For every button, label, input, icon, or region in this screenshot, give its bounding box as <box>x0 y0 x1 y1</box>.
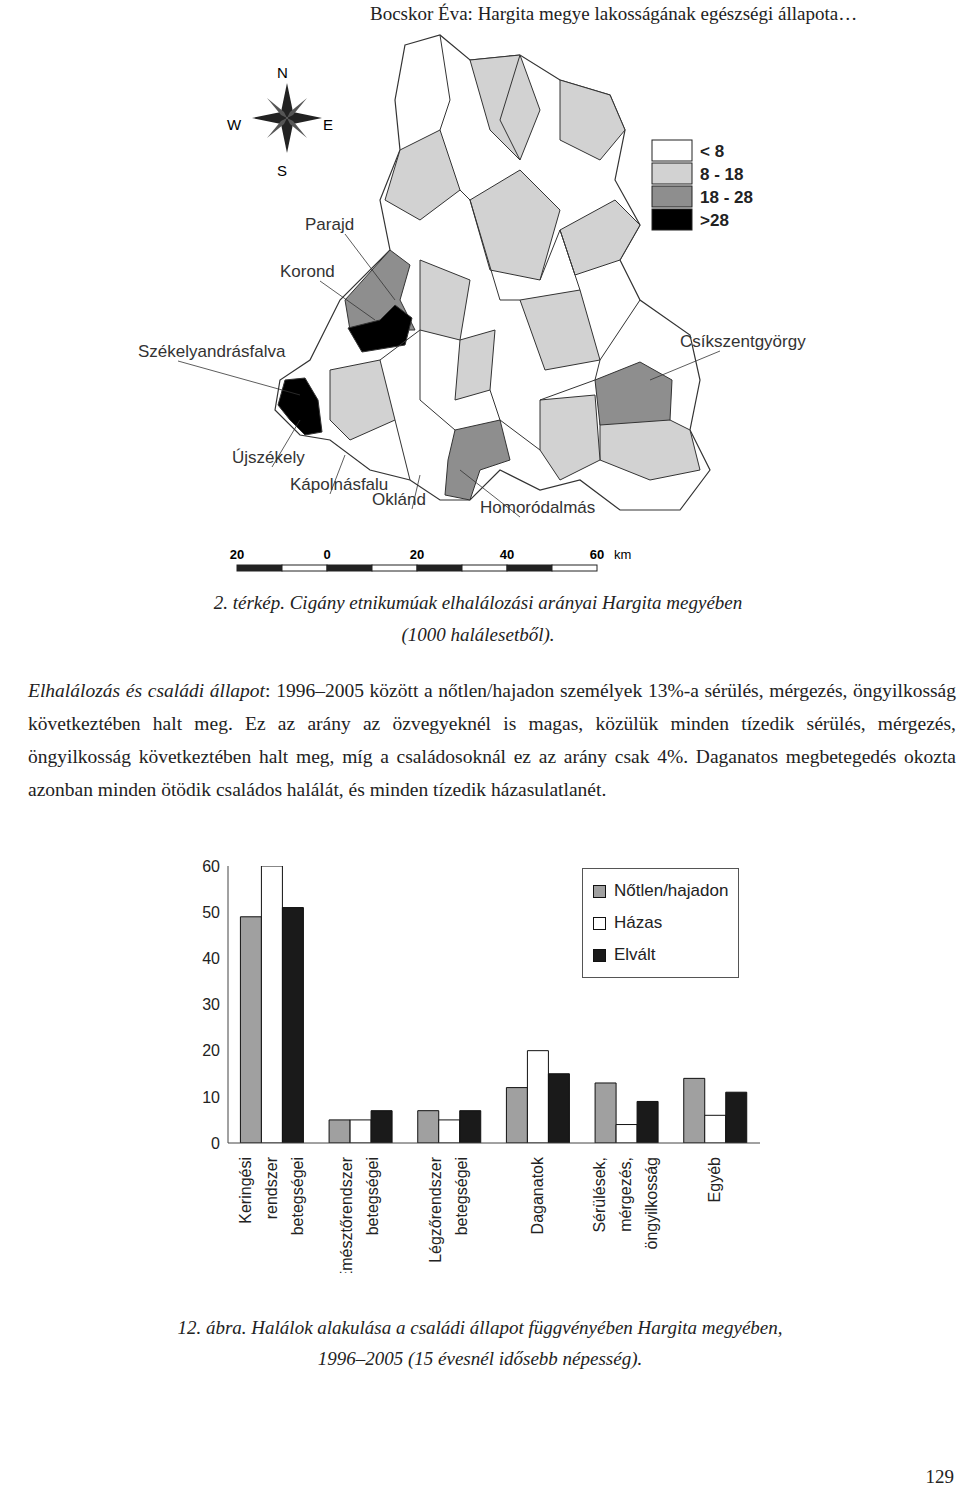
svg-text:öngyilkosság: öngyilkosság <box>643 1157 660 1250</box>
svg-text:0: 0 <box>211 1135 220 1152</box>
svg-text:Daganatok: Daganatok <box>529 1156 546 1234</box>
html-text:1996–2005 (15 évesnél idősebb: 1996–2005 (15 évesnél idősebb népesség). <box>317 1348 643 1369</box>
svg-text:N: N <box>277 64 288 81</box>
svg-text:Emésztőrendszer: Emésztőrendszer <box>338 1156 355 1273</box>
svg-text:Keringési: Keringési <box>237 1157 254 1224</box>
html-text:Házas: Házas <box>614 913 663 932</box>
svg-text:Sérülések,: Sérülések, <box>591 1157 608 1233</box>
svg-text:20: 20 <box>230 547 244 562</box>
svg-text:18 - 28: 18 - 28 <box>700 188 753 207</box>
svg-text:20: 20 <box>410 547 424 562</box>
svg-text:Egyéb: Egyéb <box>706 1157 723 1202</box>
svg-text:Korond: Korond <box>280 262 335 281</box>
html-text:12. ábra. Halálok alakulása a: 12. ábra. Halálok alakulása a családi ál… <box>177 1317 783 1338</box>
svg-text:S: S <box>277 162 287 179</box>
svg-text:60: 60 <box>202 858 220 875</box>
svg-text:Parajd: Parajd <box>305 215 354 234</box>
svg-text:mérgezés,: mérgezés, <box>617 1157 634 1232</box>
svg-text:betegségei: betegségei <box>453 1157 470 1235</box>
html-text:Elvált: Elvált <box>614 945 656 964</box>
svg-text:>28: >28 <box>700 211 729 230</box>
svg-text:Újszékely: Újszékely <box>232 448 305 467</box>
svg-text:betegségei: betegségei <box>364 1157 381 1235</box>
html-text:(1000 halálesetből).: (1000 halálesetből). <box>401 624 555 645</box>
svg-text:Csíkszentgyörgy: Csíkszentgyörgy <box>680 332 806 351</box>
svg-text:E: E <box>323 116 333 133</box>
svg-text:W: W <box>227 116 242 133</box>
svg-text:30: 30 <box>202 996 220 1013</box>
svg-text:Kápolnásfalu: Kápolnásfalu <box>290 475 389 494</box>
svg-text:50: 50 <box>202 904 220 921</box>
svg-text:rendszer: rendszer <box>263 1156 280 1219</box>
html-text:Nőtlen/hajadon: Nőtlen/hajadon <box>614 881 729 900</box>
svg-text:Székelyandrásfalva: Székelyandrásfalva <box>138 342 286 361</box>
svg-text:40: 40 <box>202 950 220 967</box>
svg-text:8 - 18: 8 - 18 <box>700 165 743 184</box>
svg-text:< 8: < 8 <box>700 142 724 161</box>
html-text:Elhalálozás és családi állapot: Elhalálozás és családi állapot: 1996–200… <box>28 680 956 800</box>
svg-text:40: 40 <box>500 547 514 562</box>
html-text:2. térkép. Cigány etnikumúak e: 2. térkép. Cigány etnikumúak elhalálozás… <box>213 592 743 613</box>
svg-text:betegségei: betegségei <box>289 1157 306 1235</box>
svg-text:20: 20 <box>202 1042 220 1059</box>
html-text:Bocskor Éva: Hargita megye lak: Bocskor Éva: Hargita megye lakosságának … <box>370 3 858 24</box>
svg-text:Homoródalmás: Homoródalmás <box>480 498 595 517</box>
svg-text:km: km <box>614 547 631 562</box>
svg-text:Légzőrendszer: Légzőrendszer <box>427 1156 444 1263</box>
svg-text:0: 0 <box>323 547 330 562</box>
html-text:129: 129 <box>925 1466 954 1487</box>
svg-text:60: 60 <box>590 547 604 562</box>
svg-text:Oklánd: Oklánd <box>372 490 426 509</box>
svg-text:10: 10 <box>202 1089 220 1106</box>
